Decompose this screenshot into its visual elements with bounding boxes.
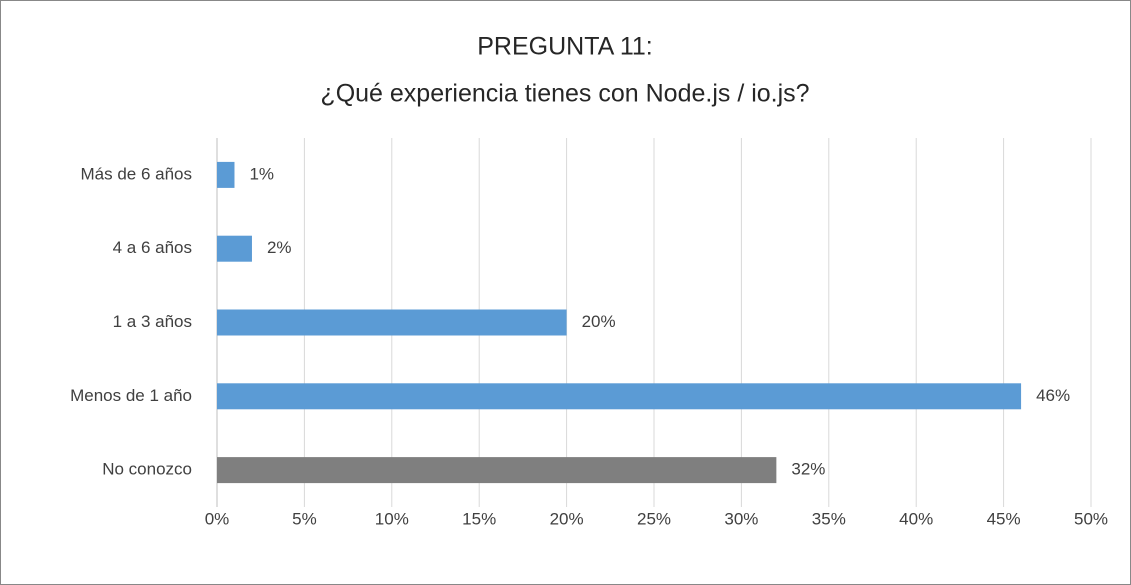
data-label: 20% <box>582 312 616 331</box>
bar <box>217 309 567 336</box>
y-tick-label: Menos de 1 año <box>70 386 192 405</box>
y-tick-label: 1 a 3 años <box>113 312 192 331</box>
data-label: 32% <box>791 460 825 479</box>
x-tick-label: 10% <box>375 509 409 528</box>
y-tick-label: No conozco <box>102 460 192 479</box>
x-tick-label: 15% <box>462 509 496 528</box>
x-tick-label: 5% <box>292 509 317 528</box>
x-tick-label: 0% <box>205 509 230 528</box>
x-tick-label: 50% <box>1074 509 1108 528</box>
bar <box>217 161 235 188</box>
x-tick-label: 25% <box>637 509 671 528</box>
chart-title: PREGUNTA 11: <box>477 33 653 61</box>
y-tick-label: 4 a 6 años <box>113 238 192 257</box>
chart-subtitle: ¿Qué experiencia tienes con Node.js / io… <box>320 80 809 108</box>
data-label: 2% <box>267 238 292 257</box>
x-tick-label: 40% <box>899 509 933 528</box>
bar <box>217 235 252 262</box>
bar <box>217 457 777 484</box>
x-tick-label: 35% <box>812 509 846 528</box>
x-tick-label: 30% <box>724 509 758 528</box>
y-tick-label: Más de 6 años <box>80 164 192 183</box>
bar <box>217 383 1022 410</box>
x-tick-label: 45% <box>987 509 1021 528</box>
data-label: 1% <box>249 164 274 183</box>
data-label: 46% <box>1036 386 1070 405</box>
x-tick-label: 20% <box>550 509 584 528</box>
